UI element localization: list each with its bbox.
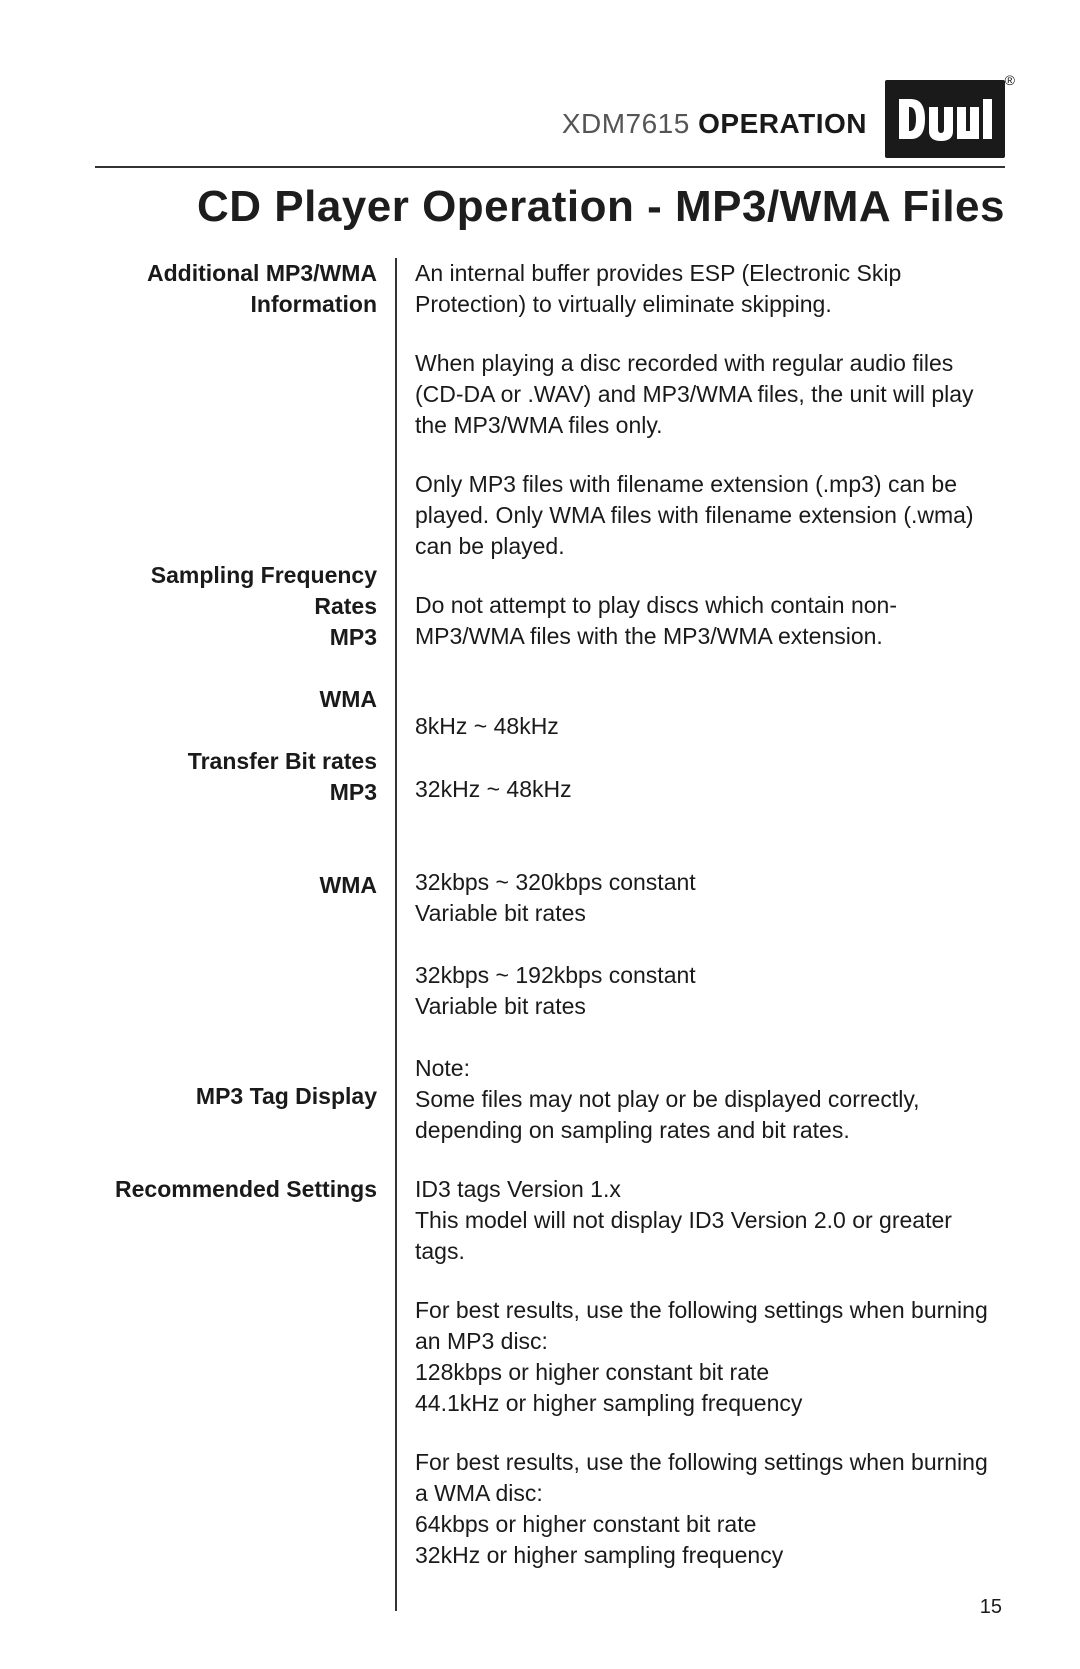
rec-mp3-bitrate: 128kbps or higher constant bit rate	[415, 1357, 1005, 1388]
value-bitrate-mp3-2: Variable bit rates	[415, 898, 1005, 929]
spacer	[415, 929, 1005, 960]
label-sampling-mp3: MP3	[95, 622, 377, 653]
rec-wma-bitrate: 64kbps or higher constant bit rate	[415, 1509, 1005, 1540]
content-two-col: Additional MP3/WMA Information Sampling …	[95, 258, 1005, 1611]
header-rule	[95, 166, 1005, 168]
value-tag-2: This model will not display ID3 Version …	[415, 1205, 1005, 1267]
dual-logo-icon	[895, 93, 995, 145]
rec-wma-sampling: 32kHz or higher sampling frequency	[415, 1540, 1005, 1571]
labels-column: Additional MP3/WMA Information Sampling …	[95, 258, 395, 1611]
label-transfer-header: Transfer Bit rates	[95, 746, 377, 777]
label-tag-display: MP3 Tag Display	[95, 1081, 377, 1112]
spacer	[95, 1112, 377, 1174]
header-model: XDM7615	[562, 108, 690, 139]
spacer	[95, 653, 377, 684]
note-text: Some files may not play or be displayed …	[415, 1084, 1005, 1146]
body-column: An internal buffer provides ESP (Electro…	[397, 258, 1005, 1611]
label-bitrate-mp3: MP3	[95, 777, 377, 808]
value-sampling-mp3: 8kHz ~ 48kHz	[415, 711, 1005, 742]
spacer	[415, 743, 1005, 774]
value-tag-1: ID3 tags Version 1.x	[415, 1174, 1005, 1205]
para-mixed-disc: When playing a disc recorded with regula…	[415, 348, 1005, 441]
brand-logo: ®	[885, 80, 1005, 158]
value-bitrate-wma-1: 32kbps ~ 192kbps constant	[415, 960, 1005, 991]
label-bitrate-wma: WMA	[95, 870, 377, 901]
label-additional-2: Information	[95, 289, 377, 320]
label-sampling-wma: WMA	[95, 684, 377, 715]
page-title: CD Player Operation - MP3/WMA Files	[95, 182, 1005, 232]
label-recommended: Recommended Settings	[95, 1174, 377, 1205]
para-esp: An internal buffer provides ESP (Electro…	[415, 258, 1005, 320]
value-bitrate-mp3-1: 32kbps ~ 320kbps constant	[415, 867, 1005, 898]
spacer	[95, 808, 377, 870]
page-header: XDM7615 OPERATION ®	[95, 80, 1005, 158]
spacer	[415, 680, 1005, 711]
value-bitrate-wma-2: Variable bit rates	[415, 991, 1005, 1022]
label-additional-1: Additional MP3/WMA	[95, 258, 377, 289]
note-label: Note:	[415, 1053, 1005, 1084]
spacer	[95, 320, 377, 560]
spacer	[415, 805, 1005, 867]
page-number: 15	[980, 1596, 1002, 1619]
value-sampling-wma: 32kHz ~ 48kHz	[415, 774, 1005, 805]
registered-mark: ®	[1005, 72, 1015, 88]
rec-mp3-sampling: 44.1kHz or higher sampling frequency	[415, 1388, 1005, 1419]
spacer	[95, 901, 377, 1081]
spacer	[415, 1571, 1005, 1611]
header-section: OPERATION	[698, 108, 867, 139]
header-text: XDM7615 OPERATION	[562, 108, 867, 158]
spacer	[415, 1022, 1005, 1053]
para-warning: Do not attempt to play discs which conta…	[415, 590, 1005, 652]
rec-mp3-intro: For best results, use the following sett…	[415, 1295, 1005, 1357]
para-extensions: Only MP3 files with filename extension (…	[415, 469, 1005, 562]
label-sampling-header: Sampling Frequency Rates	[95, 560, 377, 622]
rec-wma-intro: For best results, use the following sett…	[415, 1447, 1005, 1509]
manual-page: XDM7615 OPERATION ®	[0, 0, 1080, 1669]
spacer	[95, 715, 377, 746]
